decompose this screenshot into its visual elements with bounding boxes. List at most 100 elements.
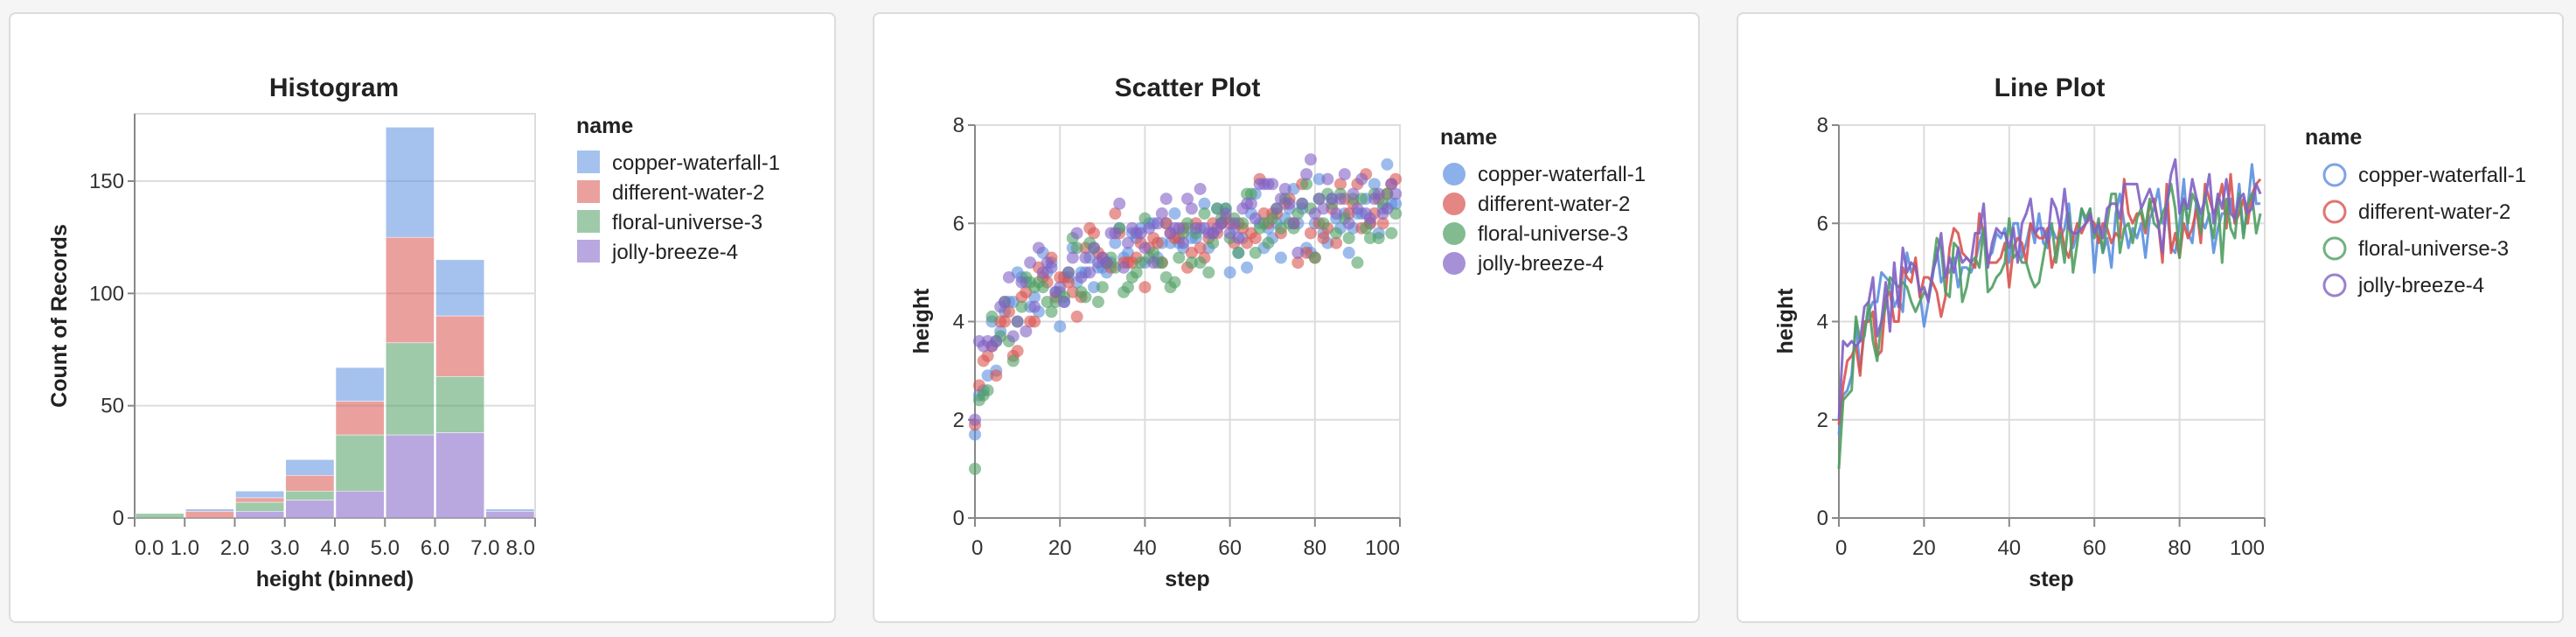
scatter-point-different-water-2 xyxy=(1138,281,1152,294)
line-x-axis-title: step xyxy=(2029,567,2073,592)
scatter-point-jolly-breeze-4 xyxy=(1266,178,1279,191)
histogram-y-tick-label: 50 xyxy=(101,395,124,418)
histogram-bar-different-water-2 xyxy=(435,315,484,377)
scatter-point-different-water-2 xyxy=(1109,207,1122,220)
scatter-point-jolly-breeze-4 xyxy=(1355,172,1368,186)
scatter-point-jolly-breeze-4 xyxy=(1185,202,1198,215)
scatter-point-different-water-2 xyxy=(1249,232,1262,245)
histogram-x-tick-label: 7.0 xyxy=(470,536,499,560)
scatter-y-tick-label: 4 xyxy=(953,311,964,334)
scatter-point-jolly-breeze-4 xyxy=(1194,182,1207,195)
scatter-point-jolly-breeze-4 xyxy=(1113,197,1126,210)
scatter-legend-label-jolly-breeze-4: jolly-breeze-4 xyxy=(1477,252,1604,276)
scatter-point-jolly-breeze-4 xyxy=(1070,227,1083,240)
scatter-point-different-water-2 xyxy=(1317,232,1330,245)
scatter-point-different-water-2 xyxy=(1070,310,1083,323)
line-legend-label-jolly-breeze-4: jolly-breeze-4 xyxy=(2357,274,2484,298)
scatter-point-floral-universe-3 xyxy=(1091,296,1104,309)
scatter-point-jolly-breeze-4 xyxy=(1317,202,1330,215)
scatter-point-copper-waterfall-1 xyxy=(1312,172,1326,186)
histogram-bar-copper-waterfall-1 xyxy=(435,259,484,317)
scatter-point-jolly-breeze-4 xyxy=(1020,325,1033,338)
histogram-legend-swatch xyxy=(577,240,600,262)
scatter-point-floral-universe-3 xyxy=(1342,232,1355,245)
line-x-tick-label: 100 xyxy=(2230,536,2265,560)
scatter-y-axis-title: height xyxy=(909,288,934,354)
scatter-point-floral-universe-3 xyxy=(1291,207,1305,220)
scatter-point-copper-waterfall-1 xyxy=(1223,266,1236,279)
histogram-bar-different-water-2 xyxy=(235,497,284,503)
histogram-bar-jolly-breeze-4 xyxy=(435,432,484,519)
scatter-x-tick-label: 100 xyxy=(1365,536,1400,560)
histogram-x-tick-label: 4.0 xyxy=(320,536,349,560)
histogram-bar-floral-universe-3 xyxy=(386,342,435,436)
line-title: Line Plot xyxy=(1995,74,2106,102)
scatter-point-floral-universe-3 xyxy=(1202,266,1215,279)
scatter-point-different-water-2 xyxy=(990,369,1003,382)
histogram-bar-floral-universe-3 xyxy=(235,501,284,512)
histogram-legend-swatch xyxy=(577,210,600,233)
histogram-x-tick-label: 3.0 xyxy=(270,536,299,560)
scatter-point-copper-waterfall-1 xyxy=(1368,178,1381,191)
scatter-point-copper-waterfall-1 xyxy=(1241,261,1254,274)
scatter-legend-label-floral-universe-3: floral-universe-3 xyxy=(1478,222,1628,246)
scatter-point-jolly-breeze-4 xyxy=(1304,153,1317,166)
scatter-y-tick-label: 6 xyxy=(953,212,964,235)
scatter-point-floral-universe-3 xyxy=(1385,227,1398,240)
scatter-point-jolly-breeze-4 xyxy=(1330,207,1343,220)
scatter-point-different-water-2 xyxy=(1088,227,1101,240)
scatter-point-jolly-breeze-4 xyxy=(1079,251,1092,264)
scatter-point-jolly-breeze-4 xyxy=(1347,187,1360,200)
histogram-bar-jolly-breeze-4 xyxy=(335,490,385,519)
histogram-legend-label-jolly-breeze-4: jolly-breeze-4 xyxy=(611,241,738,264)
scatter-point-jolly-breeze-4 xyxy=(1389,187,1403,200)
scatter-point-copper-waterfall-1 xyxy=(1274,251,1287,264)
scatter-point-jolly-breeze-4 xyxy=(1215,217,1228,230)
histogram-bar-floral-universe-3 xyxy=(285,490,335,500)
histogram-title: Histogram xyxy=(269,74,399,102)
scatter-point-jolly-breeze-4 xyxy=(1011,315,1024,328)
scatter-point-jolly-breeze-4 xyxy=(1342,217,1355,230)
scatter-legend-swatch xyxy=(1443,192,1466,215)
scatter-y-tick-label: 0 xyxy=(953,507,964,530)
line-x-tick-label: 0 xyxy=(1835,536,1847,560)
scatter-point-jolly-breeze-4 xyxy=(1363,212,1376,225)
scatter-point-copper-waterfall-1 xyxy=(1109,236,1122,249)
scatter-point-floral-universe-3 xyxy=(1351,256,1364,270)
line-y-axis-title: height xyxy=(1773,288,1798,354)
scatter-point-floral-universe-3 xyxy=(1262,236,1275,249)
line-series-jolly-breeze-4 xyxy=(1837,158,2262,420)
scatter-point-floral-universe-3 xyxy=(985,310,999,323)
scatter-point-jolly-breeze-4 xyxy=(1283,197,1296,210)
scatter-point-jolly-breeze-4 xyxy=(1287,217,1300,230)
scatter-point-floral-universe-3 xyxy=(1079,290,1092,304)
histogram-x-tick-label: 0.0 xyxy=(135,536,164,560)
scatter-point-jolly-breeze-4 xyxy=(1232,232,1245,245)
histogram-legend-label-different-water-2: different-water-2 xyxy=(612,181,764,205)
line-legend-swatch xyxy=(2322,236,2347,261)
scatter-point-floral-universe-3 xyxy=(1317,217,1330,230)
scatter-point-jolly-breeze-4 xyxy=(1117,261,1131,274)
histogram-legend-swatch xyxy=(577,150,600,173)
scatter-point-floral-universe-3 xyxy=(1360,221,1373,234)
histogram-x-tick-label: 6.0 xyxy=(421,536,449,560)
scatter-point-different-water-2 xyxy=(1333,178,1347,191)
line-legend-label-different-water-2: different-water-2 xyxy=(2358,200,2510,224)
histogram-bar-jolly-breeze-4 xyxy=(285,500,335,519)
scatter-x-tick-label: 60 xyxy=(1218,536,1242,560)
histogram-x-tick-label: 5.0 xyxy=(371,536,400,560)
scatter-point-copper-waterfall-1 xyxy=(1054,320,1067,333)
scatter-point-floral-universe-3 xyxy=(1308,251,1321,264)
histogram-legend-title: name xyxy=(576,114,633,138)
line-series-different-water-2 xyxy=(1837,172,2262,425)
scatter-point-floral-universe-3 xyxy=(1096,281,1109,294)
scatter-point-jolly-breeze-4 xyxy=(1173,221,1186,234)
scatter-point-jolly-breeze-4 xyxy=(969,413,981,426)
scatter-point-floral-universe-3 xyxy=(1155,256,1168,270)
scatter-point-jolly-breeze-4 xyxy=(1109,227,1122,240)
scatter-point-jolly-breeze-4 xyxy=(1296,197,1309,210)
scatter-point-jolly-breeze-4 xyxy=(1271,202,1284,215)
line-legend-title: name xyxy=(2305,125,2362,150)
scatter-point-different-water-2 xyxy=(981,349,994,362)
